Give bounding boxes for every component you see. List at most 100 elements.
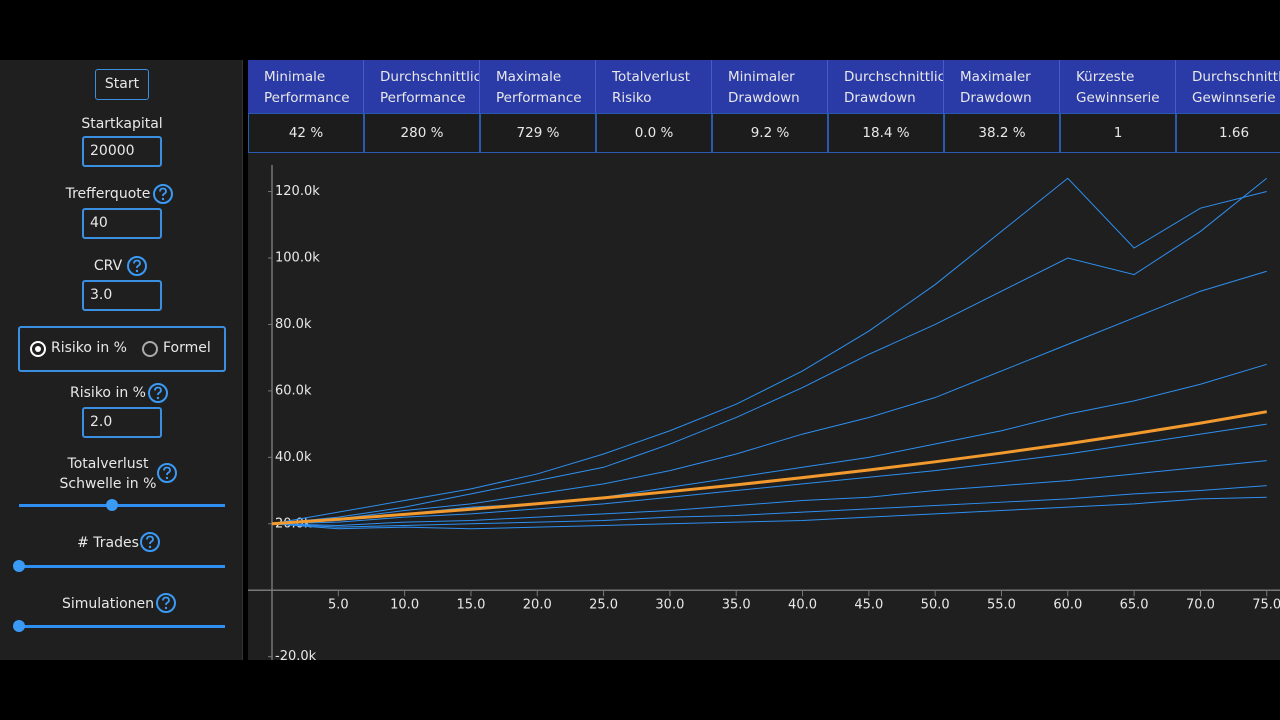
y-tick-label: 80.0k <box>275 317 312 332</box>
input[interactable]: 20000 <box>82 136 162 167</box>
help-glyph <box>163 466 171 476</box>
help-icon[interactable] <box>126 255 148 277</box>
y-tick-label: 60.0k <box>275 383 312 398</box>
sidebar: Start Startkapital 20000 Trefferquote 40… <box>0 60 243 660</box>
value-cell: 18.4 % <box>828 113 944 153</box>
radio-selected[interactable] <box>30 341 46 357</box>
help-icon[interactable] <box>155 592 177 614</box>
help-dot <box>135 269 139 273</box>
help-circle <box>153 184 173 204</box>
y-tick-label: -20.0k <box>275 649 317 660</box>
value-cell: 9.2 % <box>712 113 828 153</box>
x-tick-label: 65.0 <box>1120 598 1149 613</box>
header-text: Performance <box>264 90 350 106</box>
slider-track[interactable] <box>19 625 225 628</box>
y-tick-label: 40.0k <box>275 450 312 465</box>
label: Trefferquote <box>65 186 151 202</box>
input[interactable]: 2.0 <box>82 407 162 438</box>
header-cell: Durchschnittliche Gewinnserie <box>1176 60 1280 113</box>
label: Schwelle in % <box>59 476 157 492</box>
input[interactable]: 3.0 <box>82 280 162 311</box>
value-cell: 1 <box>1060 113 1176 153</box>
series-line <box>271 177 1268 525</box>
x-tick-label: 30.0 <box>655 598 684 613</box>
header-text: Performance <box>496 90 582 106</box>
x-tick-label: 50.0 <box>921 598 950 613</box>
label: Totalverlust <box>67 456 149 472</box>
value-cell: 0.0 % <box>596 113 712 153</box>
input[interactable]: 40 <box>82 208 162 239</box>
help-glyph <box>162 596 170 606</box>
slider-thumb[interactable] <box>13 560 25 572</box>
radio-label[interactable]: Formel <box>163 340 211 356</box>
value-cell: 1.66 <box>1176 113 1280 153</box>
header-text: Drawdown <box>960 90 1032 106</box>
slider-track[interactable] <box>19 565 225 568</box>
header-cell: Maximaler Drawdown <box>944 60 1060 113</box>
help-icon[interactable] <box>147 382 169 404</box>
header-text: Drawdown <box>728 90 800 106</box>
header-text: Kürzeste <box>1076 69 1135 85</box>
header-text: Durchschnittlicher <box>844 69 944 85</box>
help-circle <box>148 383 168 403</box>
header-text: Durchschnittliche <box>380 69 479 85</box>
header-cell: Minimale Performance <box>248 60 364 113</box>
label: # Trades <box>77 535 139 551</box>
header-cell: Kürzeste Gewinnserie <box>1060 60 1176 113</box>
help-glyph <box>133 259 141 269</box>
help-dot <box>161 197 165 201</box>
x-tick-label: 60.0 <box>1053 598 1082 613</box>
x-tick-label: 10.0 <box>390 598 419 613</box>
value-cell: 42 % <box>248 113 364 153</box>
x-tick-label: 25.0 <box>589 598 618 613</box>
x-tick-label: 45.0 <box>854 598 883 613</box>
help-dot <box>148 545 152 549</box>
series-line <box>271 485 1267 528</box>
radio-unselected[interactable] <box>142 341 158 357</box>
chart: -20.0k20.0k40.0k60.0k80.0k100.0k120.0k5.… <box>248 153 1280 660</box>
header-text: Drawdown <box>844 90 916 106</box>
x-tick-label: 35.0 <box>722 598 751 613</box>
header-text: Risiko <box>612 90 652 106</box>
help-icon[interactable] <box>152 183 174 205</box>
radio-label[interactable]: Risiko in % <box>51 340 127 356</box>
help-icon[interactable] <box>139 531 161 553</box>
x-tick-label: 40.0 <box>788 598 817 613</box>
radio-dot <box>35 346 41 352</box>
slider-thumb[interactable] <box>13 620 25 632</box>
header-text: Minimaler <box>728 69 795 85</box>
plot-background <box>248 153 1280 660</box>
label: Risiko in % <box>70 385 146 401</box>
help-glyph <box>146 535 154 545</box>
x-tick-label: 75.0 <box>1252 598 1280 613</box>
value-cell: 729 % <box>480 113 596 153</box>
label: Startkapital <box>81 116 163 132</box>
start-button[interactable]: Start <box>95 69 149 100</box>
help-circle <box>157 463 177 483</box>
help-circle <box>127 256 147 276</box>
help-glyph <box>159 187 167 197</box>
header-cell: Maximale Performance <box>480 60 596 113</box>
header-text: Totalverlust <box>612 69 691 85</box>
header-text: Performance <box>380 90 466 106</box>
header-cell: Durchschnittlicher Drawdown <box>828 60 944 113</box>
x-tick-label: 15.0 <box>456 598 485 613</box>
x-tick-label: 5.0 <box>328 598 349 613</box>
y-tick-label: 120.0k <box>275 184 320 199</box>
value-cell: 280 % <box>364 113 480 153</box>
x-tick-label: 70.0 <box>1186 598 1215 613</box>
stats-table: Minimale Performance Durchschnittliche Perf… <box>248 60 1280 153</box>
header-text: Gewinnserie <box>1192 90 1276 106</box>
header-text: Gewinnserie <box>1076 90 1160 106</box>
help-icon[interactable] <box>156 462 178 484</box>
help-glyph <box>154 386 162 396</box>
series-line <box>271 460 1267 526</box>
slider-thumb[interactable] <box>106 499 118 511</box>
value-cell: 38.2 % <box>944 113 1060 153</box>
header-cell: Totalverlust Risiko <box>596 60 712 113</box>
slider-track[interactable] <box>19 504 225 507</box>
series-line <box>271 410 1267 526</box>
header-text: Maximaler <box>960 69 1031 85</box>
help-dot <box>164 606 168 610</box>
